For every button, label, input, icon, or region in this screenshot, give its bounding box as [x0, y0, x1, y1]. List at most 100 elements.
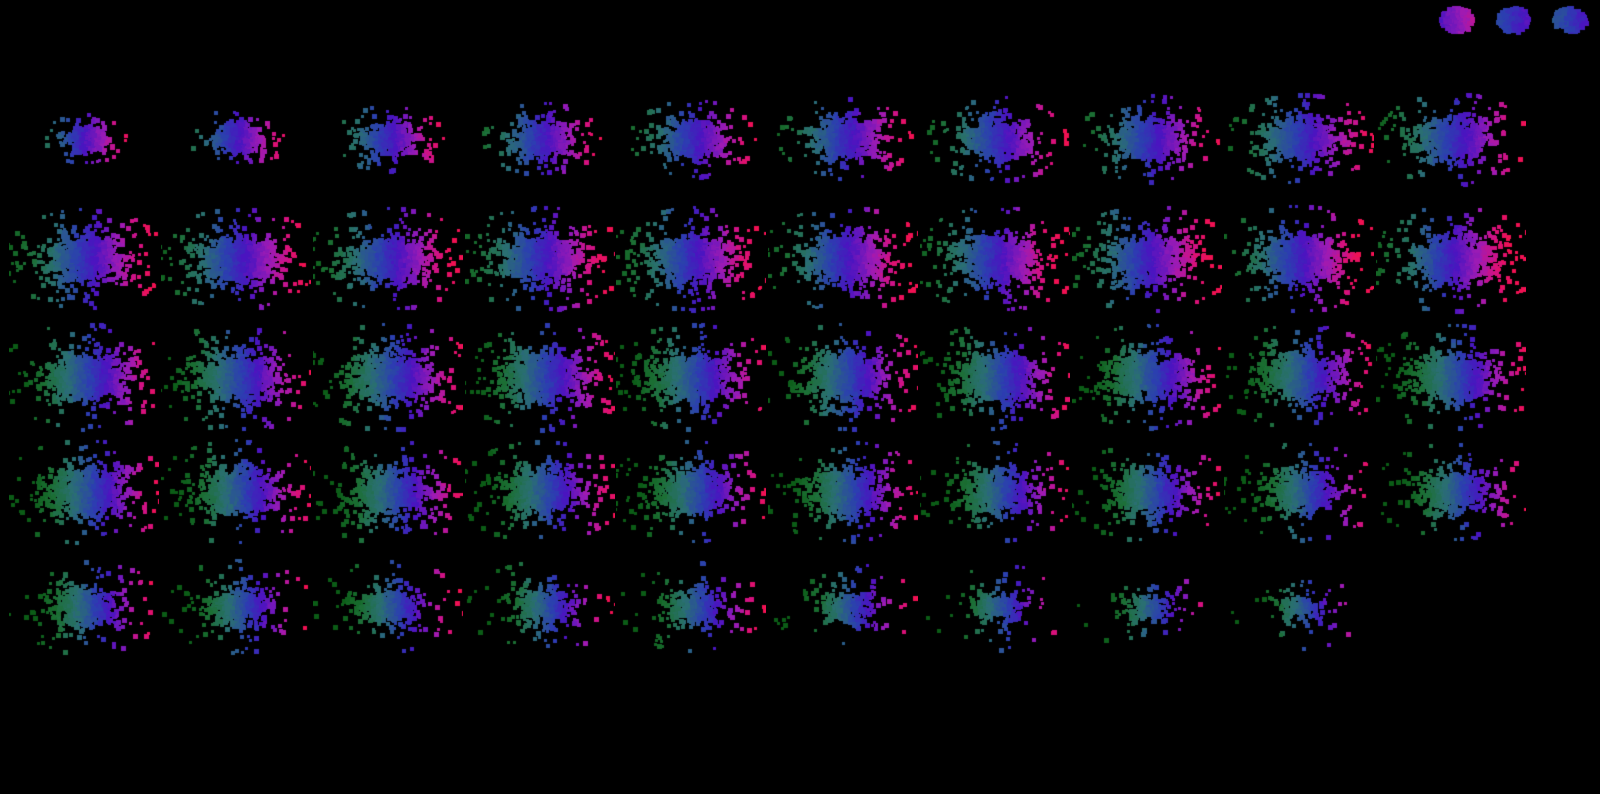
scatter-canvas [1072, 197, 1222, 317]
scatter-panel [768, 315, 918, 435]
scatter-panel [768, 77, 918, 197]
scatter-panel [616, 545, 766, 665]
scatter-canvas [768, 545, 918, 665]
scatter-canvas [920, 197, 1070, 317]
scatter-canvas [161, 430, 311, 550]
scatter-panel [1224, 315, 1374, 435]
scatter-canvas [616, 197, 766, 317]
scatter-canvas [313, 77, 463, 197]
scatter-panel [768, 430, 918, 550]
scatter-canvas [161, 77, 311, 197]
scatter-panel [313, 430, 463, 550]
scatter-canvas [920, 77, 1070, 197]
scatter-canvas [616, 315, 766, 435]
scatter-panel [465, 430, 615, 550]
scatter-canvas [616, 545, 766, 665]
scatter-canvas [1072, 315, 1222, 435]
scatter-canvas [616, 77, 766, 197]
scatter-canvas [920, 315, 1070, 435]
scatter-canvas [768, 430, 918, 550]
scatter-panel [1224, 430, 1374, 550]
scatter-canvas [465, 77, 615, 197]
scatter-canvas [313, 315, 463, 435]
scatter-panel [920, 197, 1070, 317]
scatter-canvas [920, 430, 1070, 550]
scatter-canvas [9, 545, 159, 665]
scatter-canvas [161, 315, 311, 435]
scatter-panel [768, 197, 918, 317]
scatter-canvas [1376, 197, 1526, 317]
scatter-canvas [9, 77, 159, 197]
scatter-canvas [1224, 545, 1374, 665]
scatter-panel [920, 545, 1070, 665]
scatter-panel [1376, 315, 1526, 435]
scatter-panel [1493, 0, 1600, 46]
scatter-panel [161, 545, 311, 665]
scatter-panel [9, 315, 159, 435]
scatter-panel [161, 77, 311, 197]
scatter-canvas [1376, 77, 1526, 197]
scatter-canvas [313, 430, 463, 550]
scatter-canvas [9, 315, 159, 435]
scatter-panel [616, 197, 766, 317]
scatter-canvas [768, 197, 918, 317]
scatter-panel [1224, 545, 1374, 665]
scatter-panel [1072, 77, 1222, 197]
scatter-panel [616, 77, 766, 197]
scatter-panel [465, 315, 615, 435]
scatter-panel [161, 430, 311, 550]
scatter-canvas [1072, 545, 1222, 665]
scatter-canvas [465, 315, 615, 435]
scatter-panel [1224, 77, 1374, 197]
scatter-canvas [1376, 315, 1526, 435]
scatter-panel [313, 315, 463, 435]
scatter-panel [313, 77, 463, 197]
scatter-canvas [1376, 430, 1526, 550]
scatter-canvas [465, 430, 615, 550]
scatter-panel [161, 315, 311, 435]
scatter-panel [768, 545, 918, 665]
scatter-canvas [313, 545, 463, 665]
scatter-canvas [9, 197, 159, 317]
scatter-canvas [768, 315, 918, 435]
scatter-canvas [9, 430, 159, 550]
scatter-canvas [465, 545, 615, 665]
scatter-canvas [768, 77, 918, 197]
scatter-canvas [1493, 0, 1600, 46]
scatter-canvas [1224, 430, 1374, 550]
scatter-panel [1072, 315, 1222, 435]
scatter-canvas [161, 197, 311, 317]
scatter-panel [465, 197, 615, 317]
scatter-canvas [1224, 197, 1374, 317]
scatter-canvas [1224, 77, 1374, 197]
scatter-panel [920, 315, 1070, 435]
scatter-panel [465, 545, 615, 665]
scatter-panel [1376, 197, 1526, 317]
scatter-panel [465, 77, 615, 197]
scatter-panel [1224, 197, 1374, 317]
scatter-panel [313, 197, 463, 317]
clipped-top-row [0, 0, 1600, 46]
scatter-panel [313, 545, 463, 665]
scatter-panel [920, 77, 1070, 197]
scatter-canvas [920, 545, 1070, 665]
scatter-panel [1072, 430, 1222, 550]
scatter-canvas [1072, 430, 1222, 550]
scatter-canvas [161, 545, 311, 665]
scatter-canvas [313, 197, 463, 317]
scatter-panel [920, 430, 1070, 550]
scatter-panel [616, 430, 766, 550]
scatter-panel [1072, 545, 1222, 665]
scatter-panel [1072, 197, 1222, 317]
scatter-panel [9, 197, 159, 317]
scatter-canvas [1072, 77, 1222, 197]
scatter-canvas [465, 197, 615, 317]
scatter-panel [1376, 77, 1526, 197]
scatter-panel [616, 315, 766, 435]
scatter-panel [9, 430, 159, 550]
scatter-canvas [1224, 315, 1374, 435]
scatter-panel [161, 197, 311, 317]
scatter-panel [9, 545, 159, 665]
scatter-panel [1376, 430, 1526, 550]
